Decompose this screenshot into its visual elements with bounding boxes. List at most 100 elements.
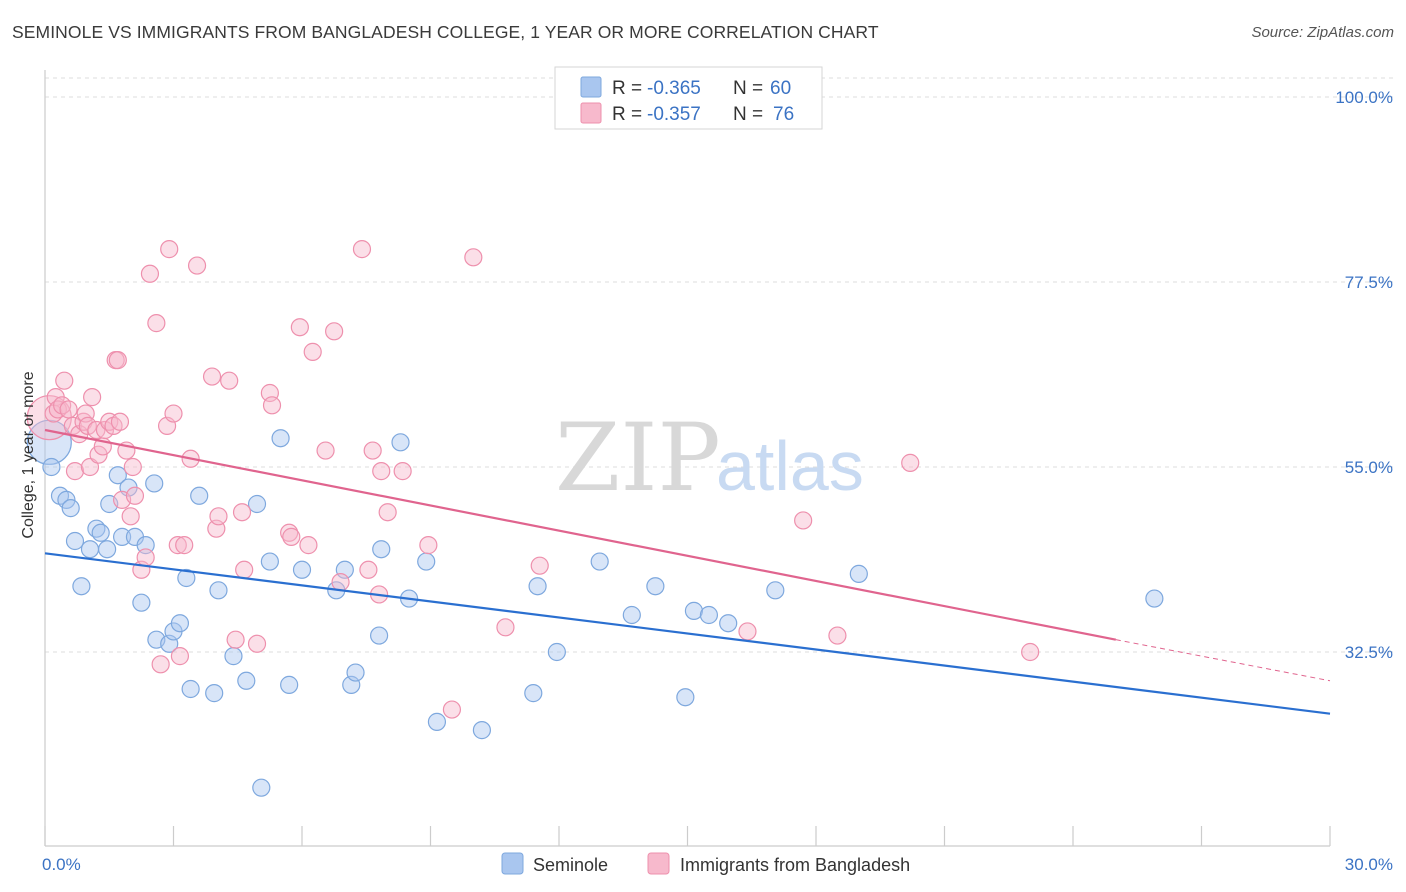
bangladesh-point — [464, 248, 483, 267]
legend-r-label-2: R = — [612, 104, 642, 125]
seminole-point — [472, 721, 491, 740]
legend-swatch-bangladesh — [580, 102, 602, 124]
bangladesh-point — [89, 445, 108, 464]
seminole-point — [145, 474, 164, 493]
bangladesh-point — [226, 630, 245, 649]
seminole-trend-line — [44, 552, 1331, 715]
bangladesh-point — [170, 647, 190, 666]
bangladesh-point — [363, 441, 382, 460]
bangladesh-point — [164, 404, 183, 423]
seminole-point — [427, 712, 447, 731]
seminole-point — [224, 647, 243, 666]
bangladesh-trend-line — [44, 428, 1117, 641]
watermark-zip: ZIP — [555, 404, 721, 513]
bangladesh-point — [136, 548, 155, 567]
bangladesh-point — [290, 318, 309, 337]
axes — [44, 70, 1331, 847]
bangladesh-point — [175, 536, 194, 555]
bangladesh-point — [123, 457, 142, 477]
seminole-point — [170, 614, 190, 633]
seminole-point — [646, 577, 665, 596]
seminole-point — [528, 577, 547, 596]
seminole-point — [237, 671, 256, 690]
x-tick-label-min: 0.0% — [42, 855, 81, 874]
bangladesh-point — [303, 342, 322, 361]
watermark-atlas: atlas — [716, 427, 864, 505]
seminole-point — [590, 552, 609, 571]
seminole-point — [136, 536, 155, 555]
legend-r-value-2: -0.357 — [647, 104, 701, 125]
legend-bottom-swatch-bangladesh — [647, 852, 670, 875]
bangladesh-point — [496, 618, 515, 637]
chart-title: SEMINOLE VS IMMIGRANTS FROM BANGLADESH C… — [12, 22, 879, 42]
legend-swatch-seminole — [580, 76, 602, 98]
bangladesh-point — [442, 700, 462, 719]
seminole-point — [98, 540, 117, 559]
bangladesh-point — [78, 416, 97, 435]
seminole-point — [260, 552, 279, 571]
legend-n-value-2: 76 — [773, 104, 794, 125]
y-tick-label: 77.5% — [1345, 273, 1393, 292]
seminole-point — [1145, 589, 1164, 608]
bangladesh-point — [331, 573, 350, 592]
bangladesh-point — [160, 240, 179, 259]
tick-labels: 32.5% 55.0% 77.5% 100.0% 0.0% 30.0% — [42, 88, 1393, 874]
bangladesh-point — [168, 536, 187, 555]
seminole-point — [190, 486, 209, 505]
seminole-point — [271, 429, 290, 448]
seminole-point — [61, 499, 80, 518]
seminole-point — [684, 601, 704, 620]
bangladesh-point — [147, 314, 166, 333]
legend-r-label-1: R = — [612, 78, 642, 99]
trend-lines — [44, 428, 1331, 715]
seminole-point — [42, 457, 61, 477]
bangladesh-point — [80, 457, 100, 477]
seminole-point — [391, 433, 410, 452]
bangladesh-point — [299, 536, 318, 555]
seminole-point — [252, 778, 271, 797]
seminole-point — [292, 560, 312, 579]
seminole-point — [209, 581, 228, 600]
x-tick-label-max: 30.0% — [1345, 855, 1393, 874]
seminole-point — [417, 552, 436, 571]
legend-bottom-swatch-seminole — [501, 852, 524, 875]
bangladesh-point — [202, 367, 222, 386]
seminole-point — [247, 494, 267, 514]
seminole-point — [547, 642, 566, 662]
bangladesh-point — [59, 400, 78, 419]
bangladesh-point — [530, 556, 549, 575]
legend-bottom-label-seminole: Seminole — [533, 855, 608, 875]
seminole-point — [112, 527, 132, 546]
bangladesh-point — [209, 507, 228, 526]
bangladesh-point — [140, 264, 160, 283]
bangladesh-point — [738, 622, 757, 641]
bangladesh-point — [901, 453, 920, 472]
bangladesh-point — [419, 536, 438, 555]
y-tick-label: 55.0% — [1345, 458, 1393, 477]
seminole-point — [205, 684, 224, 703]
bangladesh-point — [282, 527, 301, 546]
bangladesh-point — [121, 507, 140, 526]
seminole-point — [177, 568, 196, 588]
seminole-point — [849, 564, 868, 583]
bangladesh-point — [828, 626, 847, 645]
legend-n-value-1: 60 — [770, 78, 791, 99]
seminole-point — [622, 605, 641, 625]
bangladesh-point — [151, 655, 170, 674]
bangladesh-point — [359, 560, 378, 579]
bangladesh-point — [325, 322, 344, 341]
bangladesh-trend-extension — [1115, 639, 1331, 682]
seminole-point — [346, 663, 365, 682]
seminole-point — [80, 540, 100, 559]
legend-n-label-1: N = — [733, 78, 763, 99]
seminole-point — [65, 531, 85, 551]
seminole-point — [72, 577, 91, 596]
y-tick-label: 32.5% — [1345, 643, 1393, 662]
seminole-point — [108, 466, 127, 485]
data-points — [26, 240, 1164, 797]
bangladesh-point — [95, 420, 115, 440]
bangladesh-point — [55, 371, 74, 390]
y-tick-label: 100.0% — [1335, 88, 1393, 107]
bangladesh-point — [352, 240, 372, 259]
